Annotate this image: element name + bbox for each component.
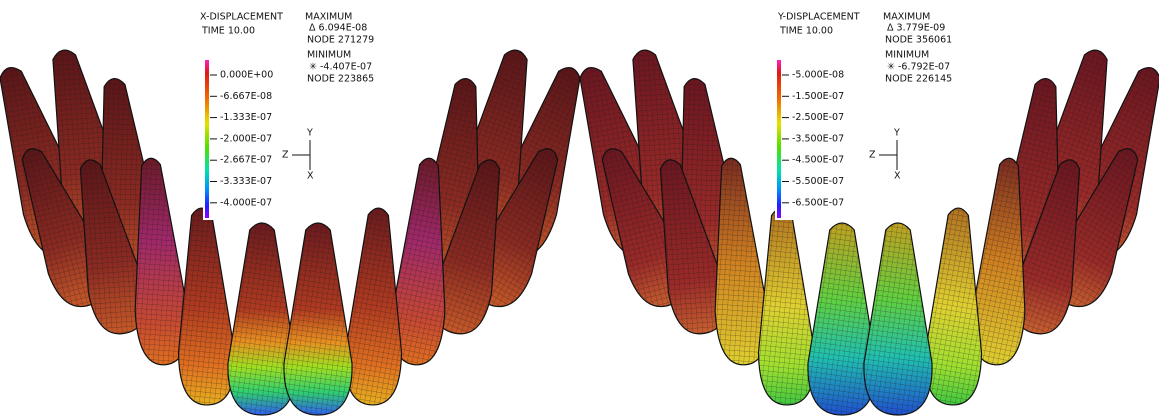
tooth-mesh (1013, 159, 1080, 334)
time: TIME 10.00 (201, 26, 255, 37)
tooth-mesh (227, 223, 297, 415)
tooth-mesh (135, 158, 188, 365)
max-value: Δ 3.779E-09 (887, 23, 945, 34)
title: Y-DISPLACEMENT (777, 12, 860, 23)
scale-label: -4.000E-07 (220, 197, 272, 208)
scale-label: -5.000E-08 (792, 70, 844, 81)
axis-y-label: Y (306, 128, 313, 139)
scale-label: -1.500E-07 (792, 91, 844, 102)
tooth-mesh (972, 158, 1025, 365)
scale-label: -1.333E-07 (220, 112, 272, 123)
axis-y-label: Y (893, 128, 900, 139)
legend-bg (775, 58, 860, 220)
min-label: MINIMUM (307, 50, 351, 61)
tooth-mesh (660, 159, 727, 334)
tooth-mesh (433, 159, 500, 334)
tooth-mesh (345, 208, 402, 405)
axis-z-label: Z (282, 150, 289, 161)
max-node: NODE 271279 (307, 35, 374, 46)
tooth-mesh (758, 208, 815, 405)
scale-label: -4.500E-07 (792, 155, 844, 166)
max-node: NODE 356061 (885, 35, 952, 46)
min-node: NODE 223865 (307, 74, 374, 85)
tooth-mesh (178, 208, 235, 405)
scale-label: -3.500E-07 (792, 133, 844, 144)
min-value: ✳ -6.792E-07 (887, 62, 950, 73)
min-value: ✳ -4.407E-07 (309, 62, 372, 73)
axis-x-label: X (307, 171, 314, 182)
min-label: MINIMUM (885, 50, 929, 61)
scale-label: -2.500E-07 (792, 112, 844, 123)
scale-label: -6.667E-08 (220, 91, 272, 102)
axis-z-label: Z (869, 150, 876, 161)
color-bar (205, 60, 209, 218)
scale-label: -3.333E-07 (220, 176, 272, 187)
scale-label: -6.500E-07 (792, 197, 844, 208)
header-bg (198, 6, 388, 54)
scale-label: 0.000E+00 (220, 70, 273, 81)
axis-x-label: X (894, 171, 901, 182)
max-value: Δ 6.094E-08 (309, 23, 367, 34)
tooth-mesh (80, 159, 147, 334)
tooth-mesh (715, 158, 768, 365)
scale-label: -2.000E-07 (220, 133, 272, 144)
tooth-mesh (925, 208, 982, 405)
tooth-mesh (283, 223, 353, 415)
min-node: NODE 226145 (885, 74, 952, 85)
max-label: MAXIMUM (883, 12, 930, 23)
tooth-mesh (392, 158, 445, 365)
color-bar (777, 60, 781, 218)
scale-label: -5.500E-07 (792, 176, 844, 187)
scale-label: -2.667E-07 (220, 155, 272, 166)
tooth-mesh (863, 223, 933, 415)
title: X-DISPLACEMENT (200, 12, 283, 23)
time: TIME 10.00 (779, 26, 833, 37)
header-bg (776, 6, 966, 54)
max-label: MAXIMUM (305, 12, 352, 23)
tooth-mesh (807, 223, 877, 415)
teeth-model (0, 49, 1159, 416)
legend-bg (203, 58, 288, 220)
